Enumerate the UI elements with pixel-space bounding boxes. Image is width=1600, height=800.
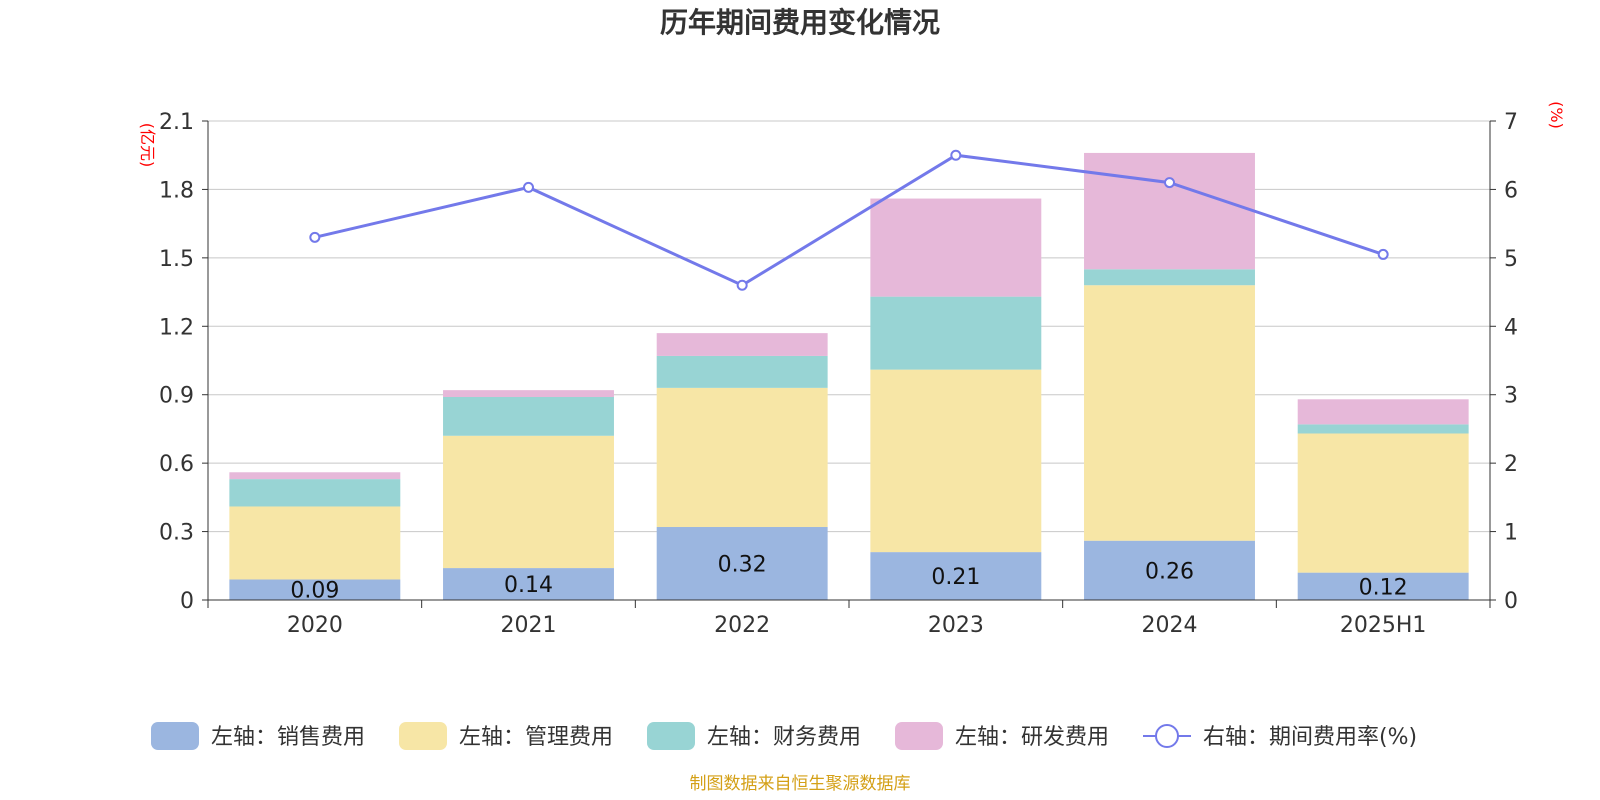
rate-point [736,279,748,291]
legend-label: 左轴：财务费用 [707,725,861,750]
bar-segment [656,527,828,600]
right-tick-label: 1 [1504,521,1518,546]
right-tick-label: 0 [1504,589,1518,614]
bar-segment [1084,269,1255,286]
legend: 左轴：销售费用 左轴：管理费用 左轴：财务费用 左轴：研发费用 右轴：期间费用率(%) [151,722,1417,750]
bar-segment [229,506,401,580]
bar-segment [443,390,614,397]
legend-item: 左轴：财务费用 [647,722,861,750]
bar-value-label: 0.26 [1145,559,1194,584]
legend-swatch [151,722,199,750]
left-tick-label: 1.5 [159,247,194,272]
bar-labels: 0.09 0.14 0.32 0.21 0.26 0.12 [290,553,1407,604]
legend-label: 左轴：销售费用 [211,725,365,750]
bar-segment [656,355,828,388]
right-axis-unit: (%) [1547,101,1566,129]
bar-segment [443,568,614,600]
bar-segment [870,552,1042,600]
bar-segment [1297,399,1469,425]
legend-label: 左轴：研发费用 [955,725,1109,750]
bar-segment [443,396,614,436]
x-tick-label: 2021 [501,613,557,638]
legend-label: 右轴：期间费用率(%) [1203,725,1417,750]
bar-value-label: 0.09 [290,579,339,604]
legend-item: 左轴：销售费用 [151,722,365,750]
rate-point [309,231,321,243]
bar-segment [1084,285,1255,541]
x-tick-label: 2024 [1142,613,1198,638]
bar-segment [656,387,828,528]
gridlines [208,120,1490,533]
bar-segment [1297,572,1469,600]
left-tick-label: 1.2 [159,315,194,340]
legend-item: 左轴：管理费用 [399,722,613,750]
bar-segment [1297,424,1469,434]
source-note: 制图数据来自恒生聚源数据库 [690,774,911,794]
left-tick-label: 0.9 [159,384,194,409]
x-tick-label: 2022 [714,613,770,638]
bar-value-label: 0.14 [504,573,553,598]
chart-title: 历年期间费用变化情况 [660,6,940,39]
bar-value-label: 0.32 [718,553,767,578]
legend-swatch [647,722,695,750]
left-tick-label: 1.8 [159,178,194,203]
left-tick-label: 0 [180,589,194,614]
x-tick-label: 2025H1 [1340,613,1427,638]
legend-swatch [399,722,447,750]
rate-point [1377,248,1389,260]
bar-segment [443,435,614,569]
right-tick-label: 6 [1504,178,1518,203]
legend-item: 右轴：期间费用率(%) [1143,724,1417,750]
axes: 0 0.3 0.6 0.9 1.2 1.5 1.8 2.1 0 1 2 3 4 5 6 7 2020 2021 20… [159,110,1518,638]
x-tick-label: 2023 [928,613,984,638]
left-axis-unit: (亿元) [138,123,157,168]
legend-label: 左轴：管理费用 [459,725,613,750]
bars [229,152,1469,600]
rate-point [950,149,962,161]
rate-point [523,181,534,193]
left-tick-label: 0.3 [159,521,194,546]
bar-segment [870,369,1042,553]
bar-segment [656,333,828,356]
bar-segment [229,472,401,480]
left-tick-label: 0.6 [159,452,194,477]
bar-segment [870,198,1042,297]
bar-segment [1297,433,1469,573]
bar-segment [229,579,401,600]
bar-value-label: 0.12 [1359,575,1408,600]
bar-segment [870,296,1042,370]
left-tick-label: 2.1 [159,110,194,135]
right-tick-label: 2 [1504,452,1518,477]
x-tick-label: 2020 [287,613,343,638]
bar-segment [1084,540,1255,600]
right-tick-label: 7 [1504,110,1518,135]
bar-segment [229,479,401,507]
bar-value-label: 0.21 [931,565,980,590]
legend-swatch [895,722,943,750]
rate-line [309,149,1389,291]
rate-series-line [314,153,1384,287]
legend-marker [1155,724,1179,748]
rate-point [1164,177,1175,189]
bar-segment [1084,152,1255,270]
right-tick-label: 5 [1504,247,1518,272]
right-tick-label: 4 [1504,315,1518,340]
right-tick-label: 3 [1504,384,1518,409]
legend-item: 左轴：研发费用 [895,722,1109,750]
